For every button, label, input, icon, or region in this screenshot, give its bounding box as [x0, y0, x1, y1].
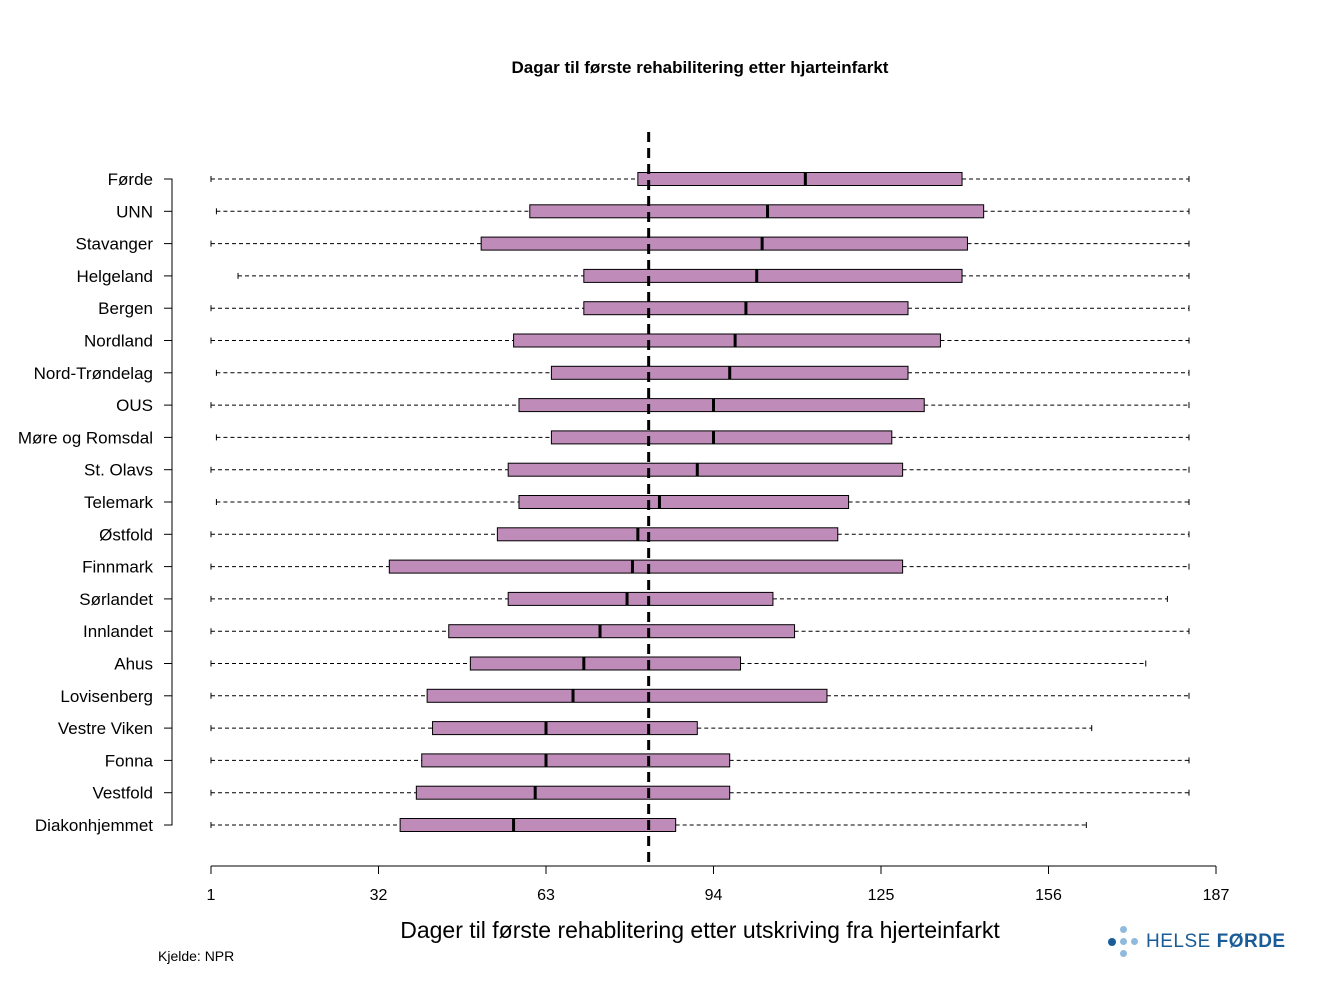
- y-tick-label: Sørlandet: [79, 590, 153, 609]
- y-tick-label: Vestfold: [93, 784, 154, 803]
- box: [388, 559, 904, 574]
- helse-forde-logo: HELSE FØRDE: [1106, 924, 1286, 960]
- box: [399, 818, 677, 832]
- x-tick-label: 187: [1203, 887, 1230, 904]
- box: [529, 204, 985, 219]
- box: [480, 236, 968, 251]
- x-tick-label: 1: [207, 887, 216, 904]
- y-tick-label: OUS: [116, 396, 153, 415]
- box: [583, 268, 963, 283]
- y-tick-label: Stavanger: [76, 235, 154, 254]
- x-tick-label: 156: [1035, 887, 1062, 904]
- chart-title: Dagar til første rehabilitering etter hj…: [511, 58, 889, 77]
- box: [518, 495, 850, 509]
- box: [637, 172, 963, 186]
- y-tick-label: Nordland: [84, 332, 153, 351]
- x-tick-label: 63: [537, 887, 555, 904]
- box: [421, 753, 731, 768]
- x-tick-label: 94: [705, 887, 723, 904]
- y-tick-label: UNN: [116, 202, 153, 221]
- logo-word-helse: HELSE: [1146, 931, 1217, 952]
- box: [507, 462, 904, 477]
- box: [550, 430, 893, 445]
- y-tick-label: Vestre Viken: [58, 719, 153, 738]
- box: [426, 688, 828, 703]
- y-tick-label: Helgeland: [76, 267, 153, 286]
- x-axis-label: Dager til første rehablitering etter uts…: [400, 917, 1000, 943]
- logo-dots-icon: [1106, 924, 1146, 960]
- box: [432, 721, 698, 736]
- y-tick-label: Østfold: [99, 525, 153, 544]
- y-tick-label: Diakonhjemmet: [35, 816, 153, 835]
- box: [496, 527, 839, 542]
- y-tick-label: Lovisenberg: [60, 687, 153, 706]
- box: [513, 333, 941, 348]
- y-tick-label: Nord-Trøndelag: [34, 364, 153, 383]
- x-tick-label: 32: [370, 887, 388, 904]
- y-tick-label: Førde: [108, 170, 153, 189]
- x-tick-label: 125: [868, 887, 895, 904]
- box: [415, 785, 731, 800]
- box: [518, 398, 925, 413]
- logo-text: HELSE FØRDE: [1146, 931, 1286, 953]
- y-tick-label: Bergen: [98, 299, 153, 318]
- box: [469, 656, 742, 671]
- y-tick-label: Finnmark: [82, 558, 153, 577]
- y-tick-label: St. Olavs: [84, 461, 153, 480]
- y-tick-label: Telemark: [84, 493, 153, 512]
- y-tick-label: Møre og Romsdal: [18, 428, 153, 447]
- y-tick-label: Ahus: [114, 655, 153, 674]
- box: [448, 624, 796, 639]
- box: [507, 591, 774, 606]
- y-tick-label: Fonna: [105, 751, 154, 770]
- y-tick-label: Innlandet: [83, 622, 153, 641]
- logo-word-forde: FØRDE: [1216, 931, 1286, 952]
- source-note: Kjelde: NPR: [158, 948, 235, 964]
